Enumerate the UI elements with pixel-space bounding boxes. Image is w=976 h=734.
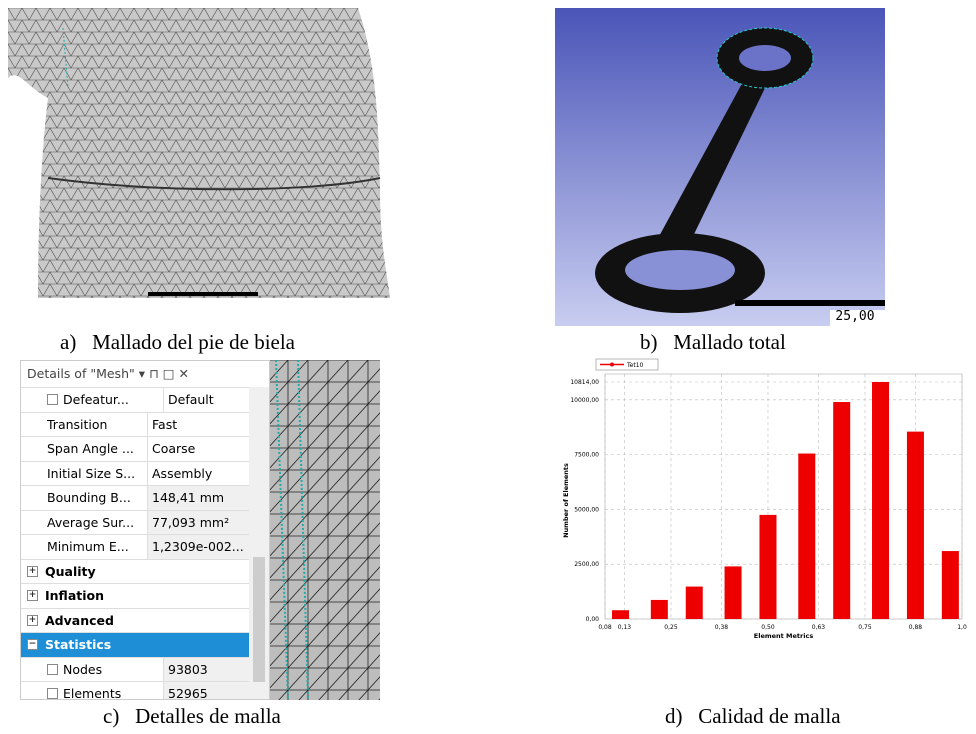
- bar: [651, 600, 668, 619]
- y-tick-label: 10000,00: [570, 397, 599, 404]
- row-value: 148,41 mm: [148, 486, 250, 510]
- caption-text: Mallado del pie de biela: [92, 330, 295, 354]
- x-tick-label: 0,25: [664, 624, 678, 631]
- row-key: Initial Size S...: [43, 462, 148, 486]
- row-key: Minimum E...: [43, 535, 148, 559]
- caption-label: d): [665, 704, 683, 728]
- caption-text: Mallado total: [673, 330, 786, 354]
- row-value: 77,093 mm²: [148, 511, 250, 535]
- x-axis-label: Element Metrics: [754, 632, 814, 640]
- chart: 0,00 2500,00 5000,00 7500,00 10000,00 10814,0…: [552, 358, 972, 698]
- x-tick-label: 0,75: [858, 624, 872, 631]
- x-tick-label: 0,50: [761, 624, 775, 631]
- bar: [942, 551, 959, 619]
- caption-text: Calidad de malla: [698, 704, 840, 728]
- group-row[interactable]: +Quality: [21, 560, 269, 585]
- group-label: Quality: [45, 564, 96, 579]
- page: {"panels": [ {"label": "a)", "caption": …: [0, 0, 976, 734]
- caption-c: c) Detalles de malla: [103, 704, 281, 729]
- caption-label: b): [640, 330, 658, 354]
- y-tick-label: 10814,00: [570, 379, 599, 386]
- group-label: Inflation: [45, 588, 104, 603]
- bar: [612, 610, 629, 619]
- y-tick-label: 5000,00: [574, 506, 599, 513]
- caption-label: a): [60, 330, 76, 354]
- panel-header: Details of "Mesh" ▾ ⊓ □ ✕: [21, 361, 269, 388]
- bar: [907, 432, 924, 619]
- x-tick-label: 0,63: [812, 624, 826, 631]
- caption-b: b) Mallado total: [640, 330, 786, 355]
- legend-marker: [610, 363, 614, 367]
- x-tick-label: 0,13: [618, 624, 632, 631]
- details-panel: Details of "Mesh" ▾ ⊓ □ ✕ Defeatur...Def…: [20, 360, 270, 700]
- x-tick-label: 0,88: [909, 624, 923, 631]
- row-key: Bounding B...: [43, 486, 148, 510]
- y-tick-label: 7500,00: [574, 452, 599, 459]
- bar: [686, 587, 703, 619]
- legend-label: Tet10: [626, 362, 644, 369]
- y-axis-label: Number of Elements: [562, 463, 570, 538]
- row-key: Transition: [43, 413, 148, 437]
- bar: [759, 515, 776, 619]
- scrollbar[interactable]: [249, 387, 269, 699]
- bar: [798, 454, 815, 619]
- group-row[interactable]: +Inflation: [21, 584, 269, 609]
- row-key: Defeatur...: [43, 388, 164, 412]
- row-value: Assembly: [148, 462, 250, 486]
- row-value: Coarse: [148, 437, 250, 461]
- caption-label: c): [103, 704, 119, 728]
- x-tick-label: 0,08: [598, 624, 612, 631]
- group-row[interactable]: +Advanced: [21, 609, 269, 634]
- group-label: Advanced: [45, 613, 114, 628]
- caption-text: Detalles de malla: [135, 704, 281, 728]
- bar: [725, 566, 742, 619]
- row-value: Fast: [148, 413, 250, 437]
- group-row[interactable]: −Statistics: [21, 633, 269, 658]
- row-key: Span Angle ...: [43, 437, 148, 461]
- bar: [872, 382, 889, 619]
- y-tick-label: 0,00: [586, 616, 600, 623]
- panel-title: Details of "Mesh": [27, 366, 135, 381]
- x-tick-label: 1,0: [957, 624, 967, 631]
- mesh-image-b: 25,00: [555, 8, 885, 326]
- bar: [833, 402, 850, 619]
- caption-d: d) Calidad de malla: [665, 704, 841, 729]
- x-tick-label: 0,38: [715, 624, 729, 631]
- row-key: Elements: [43, 682, 164, 700]
- scale-label: 25,00: [835, 309, 874, 324]
- row-key: Average Sur...: [43, 511, 148, 535]
- caption-a: a) Mallado del pie de biela: [60, 330, 295, 355]
- row-key: Nodes: [43, 658, 164, 682]
- y-tick-label: 2500,00: [574, 561, 599, 568]
- mesh-detail: [268, 360, 380, 700]
- group-label: Statistics: [45, 637, 111, 652]
- mesh-image-a: [8, 8, 390, 298]
- row-value: 1,2309e-002...: [148, 535, 250, 559]
